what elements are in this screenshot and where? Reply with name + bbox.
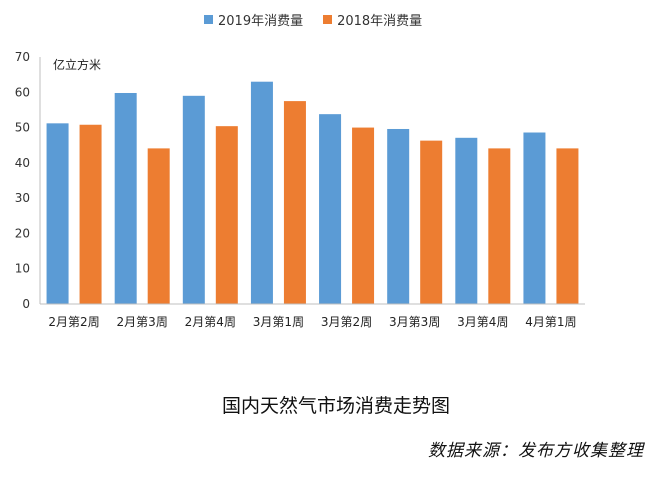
bar-2018-3 xyxy=(215,126,238,304)
x-tick-label: 3月第3周 xyxy=(389,315,440,329)
legend-label-2019: 2019年消费量 xyxy=(218,14,304,29)
legend-label-2018: 2018年消费量 xyxy=(337,14,423,29)
y-axis: 0 10 20 30 40 50 60 70 xyxy=(15,50,41,311)
x-tick-label: 2月第3周 xyxy=(117,315,168,329)
y-tick-label: 60 xyxy=(15,85,30,99)
y-tick-label: 70 xyxy=(15,50,30,64)
source-note: 数据来源：发布方收集整理 xyxy=(428,441,644,461)
bar-2018-2 xyxy=(147,148,170,304)
legend-swatch-2019 xyxy=(204,15,213,24)
bar-2018-6 xyxy=(420,140,443,304)
legend-swatch-2018 xyxy=(323,15,333,24)
y-tick-label: 0 xyxy=(22,297,30,311)
x-tick-label: 3月第1周 xyxy=(253,315,304,329)
bar-2018-7 xyxy=(488,148,511,304)
bar-2019-3 xyxy=(182,95,205,304)
y-tick-label: 20 xyxy=(15,226,30,240)
y-tick-label: 50 xyxy=(15,121,30,135)
chart-caption: 国内天然气市场消费走势图 xyxy=(221,395,450,417)
legend: 2019年消费量 2018年消费量 xyxy=(204,10,442,29)
y-tick-label: 30 xyxy=(15,191,30,205)
x-tick-label: 2月第2周 xyxy=(48,315,99,329)
x-tick-label: 4月第1周 xyxy=(525,315,576,329)
bar-2019-8 xyxy=(523,132,546,304)
bar-2019-4 xyxy=(250,81,273,304)
x-tick-label: 3月第2周 xyxy=(321,315,372,329)
y-tick-label: 10 xyxy=(15,262,30,276)
bar-2018-1 xyxy=(79,124,102,305)
legend-item-2018: 2018年消费量 xyxy=(323,10,422,29)
x-tick-label: 3月第4周 xyxy=(457,315,508,329)
legend-item-2019: 2019年消费量 xyxy=(204,10,303,29)
bar-2019-7 xyxy=(455,137,478,304)
bar-2019-1 xyxy=(46,123,69,304)
bar-2019-6 xyxy=(387,128,410,304)
y-tick-label: 40 xyxy=(15,156,30,170)
x-tick-label: 2月第4周 xyxy=(185,315,236,329)
bar-2019-5 xyxy=(319,114,342,304)
bar-series xyxy=(46,81,579,305)
x-axis: 2月第2周 2月第3周 2月第4周 3月第1周 3月第2周 3月第3周 3月第4周 4月第1周 xyxy=(40,303,585,329)
bar-2018-8 xyxy=(556,148,579,304)
bar-2018-4 xyxy=(283,101,306,304)
bar-2019-2 xyxy=(114,92,137,305)
y-axis-unit-label: 亿立方米 xyxy=(53,58,102,72)
bar-2018-5 xyxy=(352,127,375,304)
